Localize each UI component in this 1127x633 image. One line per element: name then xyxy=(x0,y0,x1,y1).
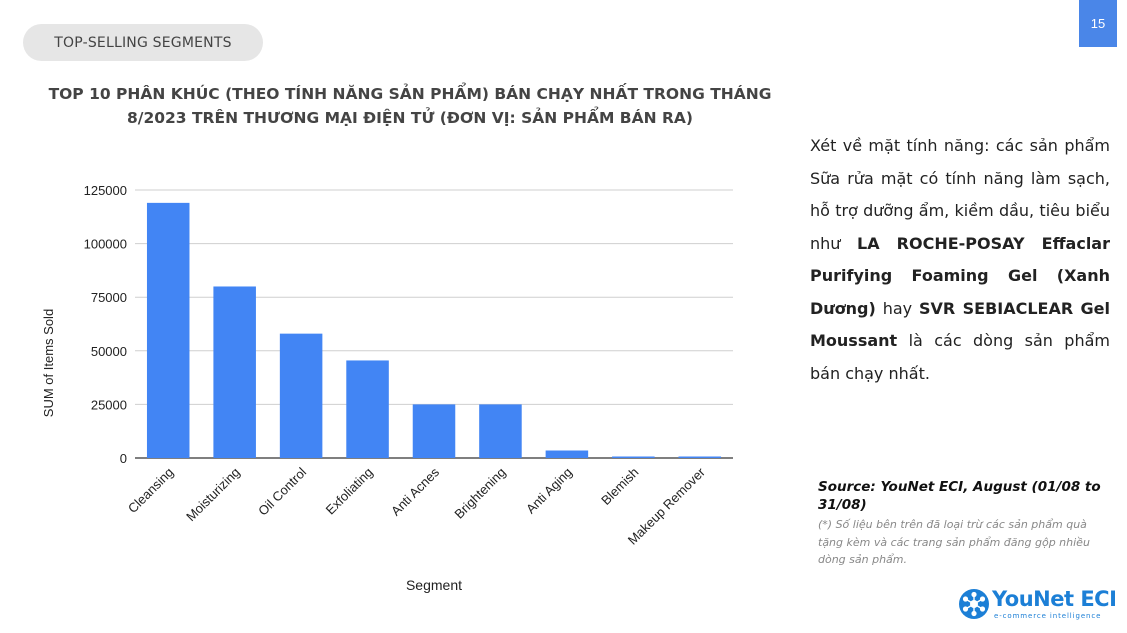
younet-logo: YouNet ECI e-commerce intelligence xyxy=(958,587,1118,624)
bar xyxy=(279,333,323,458)
y-tick-label: 25000 xyxy=(91,397,127,412)
page-number-badge: 15 xyxy=(1079,0,1117,47)
y-tick-label: 125000 xyxy=(84,183,127,198)
bar xyxy=(412,404,456,458)
x-tick-label: Anti Acnes xyxy=(388,464,442,518)
logo-name: YouNet ECI xyxy=(992,587,1117,611)
x-tick-label: Moisturizing xyxy=(183,465,243,525)
description-part3: là các dòng sản phẩm bán chạy nhất. xyxy=(810,331,1110,383)
bar xyxy=(678,456,722,458)
description-text: Xét về mặt tính năng: các sản phẩm Sữa r… xyxy=(810,130,1110,390)
description-part1: Xét về mặt tính năng: các sản phẩm Sữa r… xyxy=(810,136,1110,253)
bar xyxy=(213,286,256,458)
y-tick-label: 50000 xyxy=(91,344,127,359)
x-axis-label: Segment xyxy=(406,577,462,593)
x-tick-label: Anti Aging xyxy=(523,465,575,517)
y-tick-label: 75000 xyxy=(91,290,127,305)
description-brand1: LA ROCHE-POSAY Effaclar Purifying Foamin… xyxy=(810,233,1110,318)
bar xyxy=(146,202,190,458)
footnote-text: (*) Số liệu bên trên đã loại trừ các sản… xyxy=(818,518,1090,566)
y-axis-ticks: 0 25000 50000 75000 100000 125000 xyxy=(84,183,127,466)
description-brand2: SVR SEBIACLEAR Gel Moussant xyxy=(810,298,1110,351)
x-axis-ticks: Cleansing Moisturizing Oil Control Exfoliat… xyxy=(125,464,709,548)
bar xyxy=(346,360,389,458)
description-part2: hay xyxy=(875,298,920,318)
source-text: Source: YouNet ECI, August (01/08 to 31/… xyxy=(818,479,1101,513)
section-label: TOP-SELLING SEGMENTS xyxy=(54,34,232,51)
chart-title: TOP 10 PHÂN KHÚC (THEO TÍNH NĂNG SẢN PHẨ… xyxy=(48,85,772,127)
bar xyxy=(612,456,655,458)
x-tick-label: Brightening xyxy=(451,465,508,522)
x-tick-label: Exfoliating xyxy=(323,465,376,518)
x-tick-label: Oil Control xyxy=(255,464,309,518)
younet-network-icon xyxy=(959,589,989,619)
section-label-pill: TOP-SELLING SEGMENTS xyxy=(23,24,263,61)
bar xyxy=(545,450,589,458)
y-axis-label: SUM of Items Sold xyxy=(41,309,56,417)
y-tick-label: 100000 xyxy=(84,237,127,252)
bar-chart: 0 25000 50000 75000 100000 125000 Cleansing Mo… xyxy=(41,183,733,593)
page-number: 15 xyxy=(1090,16,1106,31)
chart-bars xyxy=(146,202,722,458)
bar xyxy=(479,404,522,458)
x-tick-label: Blemish xyxy=(598,465,641,508)
logo-tagline: e-commerce intelligence xyxy=(994,612,1102,620)
x-tick-label: Cleansing xyxy=(125,465,176,516)
y-tick-label: 0 xyxy=(120,451,127,466)
